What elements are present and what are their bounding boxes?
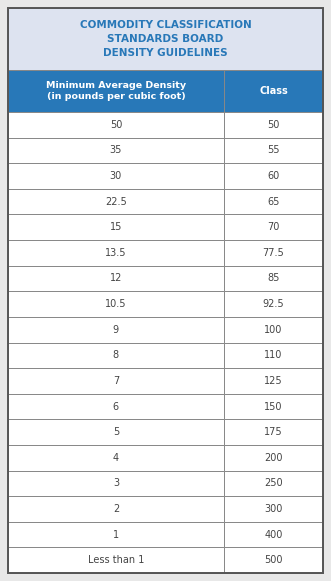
Text: 12: 12 [110,274,122,284]
Bar [8,112,224,138]
Bar [224,138,323,163]
Bar [8,419,224,445]
Text: 3: 3 [113,478,119,489]
Bar [8,368,224,394]
Text: 15: 15 [110,223,122,232]
Text: 60: 60 [267,171,279,181]
Bar [8,8,323,70]
Bar [8,291,224,317]
Bar [224,266,323,291]
Text: 22.5: 22.5 [105,196,127,207]
Bar [8,471,224,496]
Bar [8,445,224,471]
Text: 6: 6 [113,401,119,411]
Bar [8,394,224,419]
Text: 35: 35 [110,145,122,155]
Text: 7: 7 [113,376,119,386]
Bar [224,471,323,496]
Bar [224,394,323,419]
Text: COMMODITY CLASSIFICATION
STANDARDS BOARD
DENSITY GUIDELINES: COMMODITY CLASSIFICATION STANDARDS BOARD… [80,20,251,58]
Text: 9: 9 [113,325,119,335]
Bar [224,214,323,240]
Text: 100: 100 [264,325,283,335]
Text: 10.5: 10.5 [105,299,127,309]
Bar [8,547,224,573]
Bar [224,70,323,112]
Text: 50: 50 [267,120,280,130]
Bar [224,522,323,547]
Text: 125: 125 [264,376,283,386]
Text: 300: 300 [264,504,283,514]
Text: 1: 1 [113,530,119,540]
Text: 150: 150 [264,401,283,411]
Bar [224,547,323,573]
Text: 5: 5 [113,427,119,437]
Bar [224,368,323,394]
Bar [8,522,224,547]
Text: 50: 50 [110,120,122,130]
Bar [224,163,323,189]
Text: Class: Class [259,86,288,96]
Bar [224,240,323,266]
Bar [224,189,323,214]
Bar [8,70,224,112]
Bar [8,240,224,266]
Text: 500: 500 [264,555,283,565]
Text: 175: 175 [264,427,283,437]
Bar [224,317,323,343]
Text: 77.5: 77.5 [262,248,284,258]
Text: 13.5: 13.5 [105,248,127,258]
Bar [224,343,323,368]
Text: 250: 250 [264,478,283,489]
Text: 85: 85 [267,274,280,284]
Text: 70: 70 [267,223,280,232]
Text: 30: 30 [110,171,122,181]
Bar [8,138,224,163]
Bar [224,419,323,445]
Text: 200: 200 [264,453,283,462]
Bar [8,496,224,522]
Bar [224,496,323,522]
Text: 55: 55 [267,145,280,155]
Text: 92.5: 92.5 [262,299,284,309]
Text: 110: 110 [264,350,283,360]
Bar [8,343,224,368]
Text: 8: 8 [113,350,119,360]
Bar [8,266,224,291]
Bar [8,189,224,214]
Text: 65: 65 [267,196,280,207]
Bar [8,317,224,343]
Bar [8,214,224,240]
Bar [224,445,323,471]
Text: Minimum Average Density
(in pounds per cubic foot): Minimum Average Density (in pounds per c… [46,81,186,101]
Text: 4: 4 [113,453,119,462]
Text: Less than 1: Less than 1 [88,555,144,565]
Bar [8,163,224,189]
Bar [224,112,323,138]
Text: 400: 400 [264,530,283,540]
Text: 2: 2 [113,504,119,514]
Bar [224,291,323,317]
